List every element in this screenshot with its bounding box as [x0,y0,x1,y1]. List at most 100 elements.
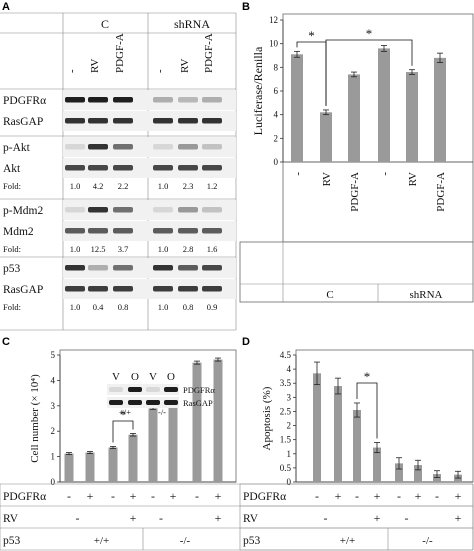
chart-b-group-shrna: shRNA [409,289,442,301]
lane-label: RV [89,59,101,73]
fold-label: Fold: [3,244,21,254]
y-axis-label: Luciferase/Renilla [251,46,265,135]
pdgfr-sign: + [374,489,381,503]
bar [85,452,95,482]
blot-band [202,286,222,292]
blot-row-label: Akt [3,163,21,175]
fold-value: 0.8 [183,302,194,312]
x-category-label: - [292,172,304,176]
panel-d-letter: D [242,336,250,348]
blot-band [65,144,85,150]
fold-value: 1.0 [158,244,169,254]
inset-row-label: PDGFRα [183,385,215,395]
blot-band [202,265,222,271]
fold-value: 2.2 [118,181,129,191]
pdgfr-sign: + [87,489,94,503]
pdgfr-sign: - [435,489,439,503]
bar [433,474,441,482]
bar [108,447,118,482]
pdgfr-sign: - [151,489,155,503]
bar [192,362,202,482]
y-tick-label: 4.5 [280,350,292,360]
blot-band [88,144,108,150]
inset-band [164,400,178,405]
rv-sign: - [76,511,80,525]
blot-band [202,228,222,234]
y-tick-label: 0 [287,477,292,487]
significance-bracket [112,420,134,443]
bar [128,434,138,482]
significance-star: * [364,369,371,384]
rv-sign: + [215,511,222,525]
bar [353,410,361,482]
condition-row-label: PDGFRα [243,491,286,503]
blot-band [88,228,108,234]
blot-band [178,144,198,150]
p53-genotype: +/+ [340,535,355,547]
pdgfr-sign: - [67,489,71,503]
blot-band [113,286,133,292]
significance-bracket [325,39,413,106]
y-tick-label: 3 [51,401,56,411]
x-category-label: - [379,172,391,176]
blot-band [65,118,85,124]
rv-sign: - [324,511,328,525]
fold-value: 1.2 [207,181,218,191]
blot-band [88,207,108,213]
blot-band [113,165,133,171]
blot-band [153,118,173,124]
inset-lane-label: O [167,371,175,383]
blot-band [153,265,173,271]
y-tick-label: 12 [269,15,278,25]
fold-value: 1.6 [207,244,218,254]
blot-band [113,97,133,103]
blot-band [153,286,173,292]
condition-row-label: PDGFRα [3,491,46,503]
inset-lane-label: O [131,371,139,383]
y-tick-label: 1 [51,452,56,462]
lane-label: PDGF-A [203,33,215,73]
blot-band [202,118,222,124]
bar [395,463,403,482]
chart-d: 0 0.5 1 1.5 2 2.5 3 3.5 4 4.5 Apoptosis (%) * [261,350,473,487]
bar [64,453,74,482]
blot-band [153,207,173,213]
blot-band [153,228,173,234]
blot-row-label: p53 [3,263,21,275]
blot-band [178,97,198,103]
blot-band [178,265,198,271]
bar [213,359,223,482]
y-tick-label: 2 [287,421,292,431]
inset-band [128,400,142,405]
fold-value: 3.7 [118,244,129,254]
rv-sign: + [130,511,137,525]
blot-band [88,118,108,124]
blot-band [113,144,133,150]
fold-value: 4.2 [93,181,104,191]
bar [406,72,418,162]
x-category-label: RV [407,172,419,186]
inset-band [146,387,160,392]
fold-value: 2.8 [183,244,194,254]
blot-band [65,97,85,103]
fold-label: Fold: [3,181,21,191]
panel-a-letter: A [2,1,10,13]
bar [168,406,178,482]
condition-row-label: RV [243,513,259,525]
bar [373,447,381,482]
rv-sign: + [455,511,462,525]
inset-lane-label: V [112,371,120,383]
fold-value: 1.0 [70,244,81,254]
x-category-label: PDGF-A [349,172,361,212]
fold-value: 1.0 [70,181,81,191]
fold-value: 1.0 [70,302,81,312]
blot-band [65,165,85,171]
panel-c-letter: C [2,336,10,348]
bar [291,54,303,162]
blot-band [65,207,85,213]
blot-band [153,165,173,171]
rv-sign: - [405,511,409,525]
inset-band [128,387,142,392]
